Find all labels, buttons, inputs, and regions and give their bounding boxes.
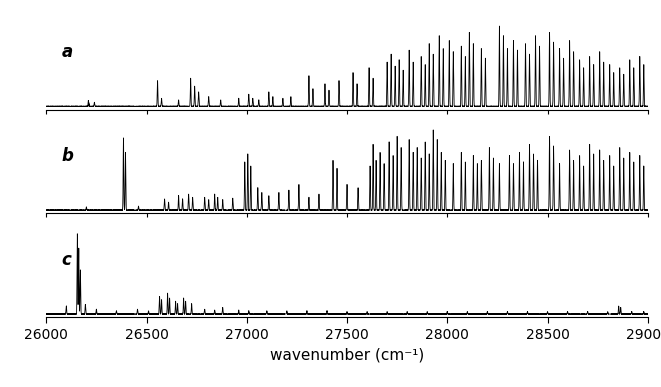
Text: a: a bbox=[61, 43, 73, 61]
Text: b: b bbox=[61, 147, 73, 165]
Text: c: c bbox=[61, 251, 71, 269]
X-axis label: wavenumber (cm⁻¹): wavenumber (cm⁻¹) bbox=[270, 347, 424, 362]
